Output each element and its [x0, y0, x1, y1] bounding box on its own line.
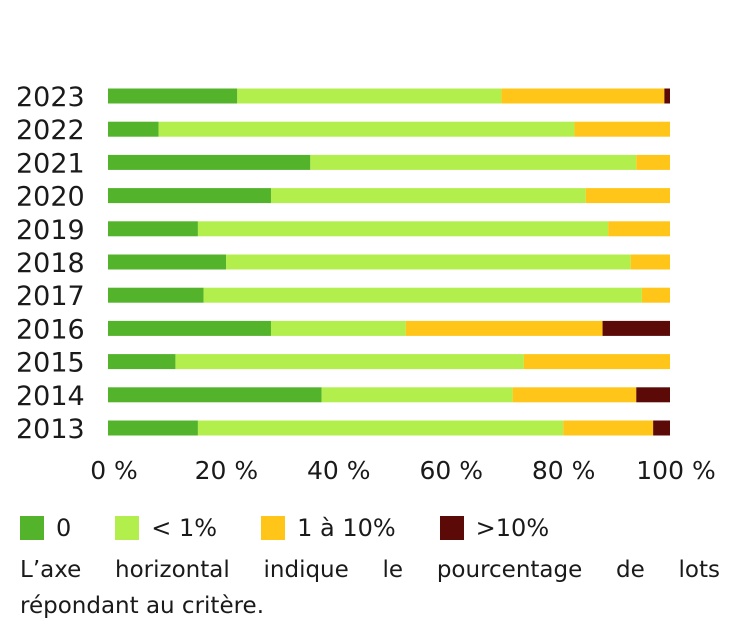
- bar-segment-2017-s0: [108, 287, 204, 303]
- bar-segment-2014-s0: [108, 387, 322, 403]
- bar-segment-2018-s2: [630, 254, 670, 270]
- y-tick-label-2020: 2020: [16, 182, 85, 213]
- y-tick-label-2018: 2018: [16, 248, 85, 279]
- bar-segment-2020-s1: [270, 188, 586, 204]
- legend-swatch-gt10: [439, 516, 464, 540]
- stacked-bar-chart: 2023202220212020201920182017201620152014…: [16, 82, 716, 485]
- y-tick-label-2023: 2023: [16, 82, 85, 113]
- bar-segment-2020-s0: [108, 188, 271, 204]
- legend-swatch-1to10: [261, 516, 286, 540]
- legend-swatch-lt1: [115, 516, 140, 540]
- y-tick-label-2013: 2013: [16, 414, 85, 445]
- legend-label-0: 0: [56, 514, 72, 542]
- x-tick-label-2: 40 %: [307, 456, 371, 485]
- legend-label-gt10: >10%: [475, 514, 550, 542]
- y-tick-label-2019: 2019: [16, 215, 85, 246]
- caption-line-2: répondant au critère.: [20, 593, 265, 619]
- bar-segment-2021-s1: [310, 154, 637, 170]
- y-tick-label-2015: 2015: [16, 348, 85, 379]
- y-tick-label-2016: 2016: [16, 314, 85, 345]
- legend-item-1to10: 1 à 10%: [261, 514, 396, 542]
- bar-segment-2019-s1: [197, 221, 609, 237]
- bar-segment-2018-s1: [226, 254, 631, 270]
- bar-segment-2015-s1: [175, 354, 524, 370]
- bar-segment-2019-s2: [608, 221, 670, 237]
- x-tick-label-5: 100 %: [636, 456, 715, 485]
- bar-segment-2022-s1: [158, 121, 575, 137]
- chart-caption: L’axe horizontal indique le pourcentage …: [20, 552, 720, 624]
- bar-segment-2013-s2: [563, 420, 654, 436]
- legend-item-lt1: < 1%: [115, 514, 217, 542]
- bar-segment-2016-s2: [405, 320, 603, 336]
- bar-segment-2023-s3: [664, 88, 670, 104]
- legend-label-1to10: 1 à 10%: [297, 514, 396, 542]
- bar-segment-2014-s3: [636, 387, 670, 403]
- bar-segment-2023-s0: [108, 88, 238, 104]
- bar-segment-2018-s0: [108, 254, 227, 270]
- legend-item-gt10: >10%: [439, 514, 550, 542]
- x-tick-label-3: 60 %: [419, 456, 483, 485]
- y-tick-label-2022: 2022: [16, 115, 85, 146]
- y-tick-label-2014: 2014: [16, 381, 85, 412]
- x-tick-label-4: 80 %: [532, 456, 596, 485]
- bar-segment-2016-s1: [270, 320, 406, 336]
- bar-segment-2013-s1: [197, 420, 564, 436]
- x-tick-label-0: 0 %: [90, 456, 138, 485]
- bar-segment-2014-s1: [321, 387, 513, 403]
- bar-segment-2013-s3: [653, 420, 670, 436]
- legend-swatch-0: [20, 516, 44, 540]
- bar-segment-2016-s3: [602, 320, 670, 336]
- bar-segment-2013-s0: [108, 420, 198, 436]
- y-tick-label-2017: 2017: [16, 281, 85, 312]
- bar-segment-2017-s2: [641, 287, 670, 303]
- bar-segment-2016-s0: [108, 320, 271, 336]
- y-tick-label-2021: 2021: [16, 148, 85, 179]
- bar-segment-2020-s2: [585, 188, 670, 204]
- chart-legend: 0 < 1% 1 à 10% >10%: [20, 514, 593, 542]
- bar-segment-2023-s2: [501, 88, 665, 104]
- x-tick-label-1: 20 %: [195, 456, 259, 485]
- bar-segment-2015-s0: [108, 354, 176, 370]
- caption-line-1: L’axe horizontal indique le pourcentage …: [20, 557, 720, 583]
- bar-segment-2014-s2: [512, 387, 637, 403]
- bar-segment-2015-s2: [523, 354, 670, 370]
- bar-segment-2017-s1: [203, 287, 642, 303]
- bar-segment-2022-s2: [574, 121, 670, 137]
- bar-segment-2021-s0: [108, 154, 311, 170]
- legend-label-lt1: < 1%: [151, 514, 218, 542]
- bar-segment-2019-s0: [108, 221, 198, 237]
- legend-item-0: 0: [20, 514, 71, 542]
- bar-segment-2021-s2: [636, 154, 670, 170]
- bar-segment-2022-s0: [108, 121, 159, 137]
- bar-segment-2023-s1: [237, 88, 502, 104]
